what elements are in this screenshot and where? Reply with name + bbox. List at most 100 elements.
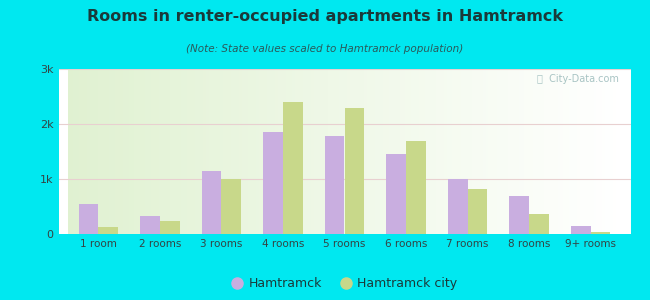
Bar (248, 69, 250, 234)
Bar (375, 69, 378, 234)
Bar (339, 69, 342, 234)
Bar (599, 69, 602, 234)
Bar (555, 69, 558, 234)
Bar (118, 69, 120, 234)
Bar (361, 69, 364, 234)
Bar (79, 69, 81, 234)
Bar (458, 69, 461, 234)
Bar (287, 69, 289, 234)
Bar (314, 69, 317, 234)
Bar (325, 136, 344, 234)
Bar (87, 69, 90, 234)
Bar (563, 69, 566, 234)
Bar (164, 69, 167, 234)
Bar (411, 69, 413, 234)
Bar (237, 69, 239, 234)
Bar (170, 69, 173, 234)
Bar (283, 69, 287, 234)
Text: ⓘ  City-Data.com: ⓘ City-Data.com (537, 74, 619, 84)
Bar (552, 69, 555, 234)
Bar (223, 69, 226, 234)
Bar (580, 69, 582, 234)
Bar (547, 69, 549, 234)
Bar (173, 69, 176, 234)
Bar (378, 69, 380, 234)
Bar (70, 69, 73, 234)
Bar (494, 69, 497, 234)
Bar (242, 69, 245, 234)
Bar (514, 69, 516, 234)
Bar (395, 69, 397, 234)
Bar (544, 69, 547, 234)
Bar (541, 69, 544, 234)
Bar (391, 69, 395, 234)
Bar (206, 69, 209, 234)
Bar (261, 69, 265, 234)
Bar (123, 69, 126, 234)
Bar (239, 69, 242, 234)
Bar (417, 69, 419, 234)
Bar (93, 69, 96, 234)
Bar (256, 69, 259, 234)
Bar (160, 221, 179, 234)
Bar (336, 69, 339, 234)
Bar (153, 69, 156, 234)
Bar (322, 69, 325, 234)
Bar (98, 69, 101, 234)
Bar (212, 69, 214, 234)
Bar (455, 69, 458, 234)
Bar (344, 69, 347, 234)
Legend: Hamtramck, Hamtramck city: Hamtramck, Hamtramck city (232, 278, 457, 290)
Bar (134, 69, 137, 234)
Bar (582, 69, 585, 234)
Bar (226, 69, 228, 234)
Bar (190, 69, 192, 234)
Bar (483, 69, 486, 234)
Bar (267, 69, 270, 234)
Bar (608, 69, 610, 234)
Bar (90, 69, 93, 234)
Bar (386, 69, 389, 234)
Bar (413, 69, 417, 234)
Bar (140, 216, 160, 234)
Bar (566, 69, 569, 234)
Bar (129, 69, 131, 234)
Bar (510, 196, 529, 234)
Bar (217, 69, 220, 234)
Bar (131, 69, 134, 234)
Bar (325, 69, 328, 234)
Bar (73, 69, 76, 234)
Bar (328, 69, 331, 234)
Bar (184, 69, 187, 234)
Bar (270, 69, 272, 234)
Bar (577, 69, 580, 234)
Bar (201, 69, 203, 234)
Bar (486, 69, 488, 234)
Bar (259, 69, 261, 234)
Bar (253, 69, 256, 234)
Bar (497, 69, 499, 234)
Bar (406, 140, 426, 234)
Bar (474, 69, 477, 234)
Bar (384, 69, 386, 234)
Bar (397, 69, 400, 234)
Bar (369, 69, 372, 234)
Bar (560, 69, 563, 234)
Bar (342, 69, 345, 234)
Bar (344, 107, 364, 234)
Bar (604, 69, 608, 234)
Bar (104, 69, 107, 234)
Bar (162, 69, 164, 234)
Bar (488, 69, 491, 234)
Bar (112, 69, 115, 234)
Bar (294, 69, 298, 234)
Bar (309, 69, 311, 234)
Bar (99, 227, 118, 234)
Bar (408, 69, 411, 234)
Bar (84, 69, 87, 234)
Bar (593, 69, 596, 234)
Bar (367, 69, 369, 234)
Bar (448, 179, 467, 234)
Bar (281, 69, 283, 234)
Bar (317, 69, 320, 234)
